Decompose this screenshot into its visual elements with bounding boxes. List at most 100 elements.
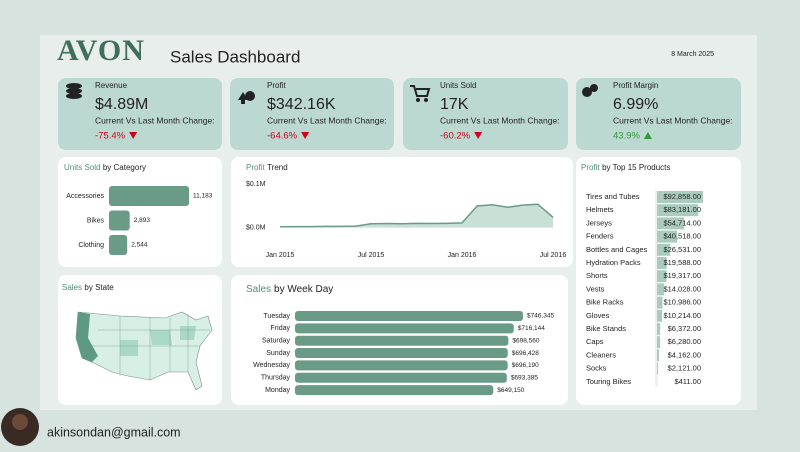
chart-title-lead: Profit: [581, 163, 600, 172]
value-label: $649,150: [497, 387, 524, 394]
value-label: 11,183: [193, 193, 213, 200]
product-label: Caps: [586, 337, 604, 346]
value-label: $698,560: [512, 337, 539, 344]
card: [58, 157, 222, 267]
chart-title-lead: Sales: [246, 284, 271, 295]
value-label: 2,893: [134, 217, 151, 224]
data-bar: [657, 323, 660, 335]
category-label: Saturday: [262, 338, 291, 345]
bar: [109, 211, 130, 231]
kpi-value: 6.99%: [613, 96, 658, 113]
product-label: Shorts: [586, 271, 608, 280]
kpi-label: Profit Margin: [613, 81, 658, 90]
data-bar: [657, 349, 659, 361]
bar: [295, 323, 514, 333]
category-label: Wednesday: [253, 362, 290, 369]
category-label: Tuesday: [263, 313, 290, 320]
value-label: $19,317.00: [663, 271, 701, 280]
value-label: $693,385: [511, 374, 538, 381]
kpi-change-label: Current Vs Last Month Change:: [613, 115, 733, 125]
kpi-label: Profit: [267, 81, 286, 90]
category-label: Friday: [271, 325, 291, 332]
product-label: Fenders: [586, 232, 614, 241]
data-bar: [657, 336, 660, 348]
value-label: $4,162.00: [668, 350, 701, 359]
email: akinsondan@gmail.com: [47, 425, 181, 439]
kpi-change-label: Current Vs Last Month Change:: [267, 115, 387, 125]
product-label: Touring Bikes: [586, 377, 631, 386]
kpi-value: $4.89M: [95, 96, 148, 113]
value-label: $19,588.00: [663, 258, 701, 267]
value-label: $2,121.00: [668, 364, 701, 373]
kpi-card: [230, 78, 394, 150]
value-label: $411.00: [674, 377, 701, 386]
bar: [295, 348, 508, 358]
category-label: Accessories: [66, 193, 104, 200]
kpi-label: Units Sold: [440, 81, 476, 90]
kpi-card: [576, 78, 741, 150]
chart-title-rest: by Top 15 Products: [602, 163, 670, 172]
value-label: $54,714.00: [663, 218, 701, 227]
value-label: $10,214.00: [663, 311, 701, 320]
product-label: Hydration Packs: [586, 258, 641, 267]
bar: [295, 373, 507, 383]
x-tick-label: Jan 2015: [266, 252, 295, 259]
avatar-face: [12, 414, 28, 430]
y-tick-label: $0.0M: [246, 225, 266, 232]
product-label: Helmets: [586, 205, 614, 214]
product-label: Bike Racks: [586, 298, 624, 307]
bar: [109, 186, 189, 206]
chart-title-rest: by State: [84, 283, 114, 292]
kpi-card: [58, 78, 222, 150]
product-label: Socks: [586, 364, 607, 373]
product-label: Tires and Tubes: [586, 192, 640, 201]
kpi-change: 43.9%: [613, 131, 640, 142]
bar: [109, 235, 127, 255]
x-tick-label: Jan 2016: [448, 252, 477, 259]
product-label: Cleaners: [586, 350, 616, 359]
chart-title-lead: Units Sold: [64, 163, 100, 172]
data-bar: [657, 297, 662, 309]
category-label: Monday: [265, 387, 290, 394]
data-bar: [657, 310, 662, 322]
value-label: $6,372.00: [668, 324, 701, 333]
bar: [295, 360, 508, 370]
value-label: $10,986.00: [663, 298, 701, 307]
category-label: Clothing: [78, 242, 104, 249]
value-label: 2,544: [131, 242, 148, 249]
bar: [295, 336, 508, 346]
product-label: Jerseys: [586, 218, 612, 227]
kpi-label: Revenue: [95, 81, 128, 90]
value-label: $716,144: [518, 325, 545, 332]
chart-title-rest: by Week Day: [274, 284, 333, 295]
logo: AVON: [57, 34, 145, 67]
category-label: Thursday: [261, 375, 291, 382]
value-label: $26,531.00: [663, 245, 701, 254]
kpi-change: -75.4%: [95, 131, 126, 142]
value-label: $14,028.00: [663, 284, 701, 293]
category-label: Bikes: [87, 217, 105, 224]
value-label: $83,181.00: [663, 205, 701, 214]
value-label: $92,858.00: [663, 192, 701, 201]
value-label: $696,428: [512, 350, 539, 357]
date: 8 March 2025: [671, 51, 714, 58]
value-label: $696,190: [512, 362, 539, 369]
kpi-value: $342.16K: [267, 96, 336, 113]
kpi-change-label: Current Vs Last Month Change:: [440, 115, 560, 125]
value-label: $746,345: [527, 313, 554, 320]
kpi-value: 17K: [440, 96, 469, 113]
bar: [295, 385, 493, 395]
x-tick-label: Jul 2016: [540, 252, 567, 259]
product-label: Bottles and Cages: [586, 245, 648, 254]
y-tick-label: $0.1M: [246, 181, 266, 188]
value-label: $6,280.00: [668, 337, 701, 346]
data-bar: [657, 363, 658, 375]
bar: [295, 311, 523, 321]
